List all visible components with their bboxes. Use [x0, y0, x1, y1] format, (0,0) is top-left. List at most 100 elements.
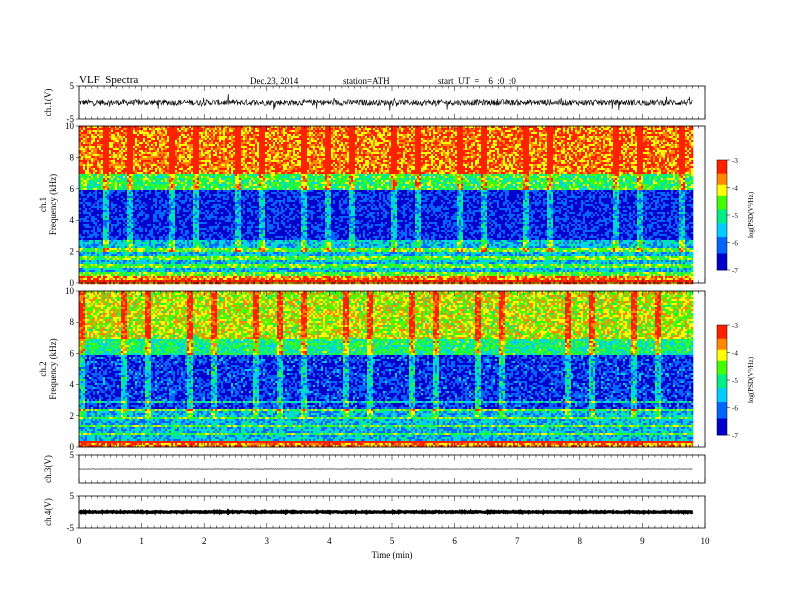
spectrogram-cells [79, 126, 693, 284]
colorbar-step [717, 248, 727, 251]
colorbar-step [717, 350, 727, 353]
waveform-trace [79, 512, 693, 513]
colorbar-tick-label: -3 [732, 322, 738, 330]
colorbar-step [717, 377, 727, 380]
colorbar-step [717, 427, 727, 430]
colorbar-tick-label: -7 [732, 267, 738, 275]
colorbar-step [717, 413, 727, 416]
y-tick-label: 4 [70, 215, 75, 225]
colorbar-step [717, 402, 727, 405]
y-tick-label: 6 [70, 348, 75, 358]
x-tick-label: 8 [578, 536, 583, 546]
colorbar-step [717, 397, 727, 400]
colorbar-step [717, 188, 727, 191]
colorbar-step [717, 174, 727, 177]
colorbar-step [717, 259, 727, 262]
colorbar-step [717, 361, 727, 364]
colorbar-step [717, 375, 727, 378]
y-tick-label: 6 [70, 184, 75, 194]
colorbar-step [717, 210, 727, 213]
colorbar-step [717, 229, 727, 232]
colorbar-step [717, 430, 727, 433]
colorbar-tick-label: -6 [732, 240, 738, 248]
y-tick-label: 5 [70, 450, 75, 460]
vlf-spectra-figure: 5-5ch.1(V)-3-4-5-6-7log(PSD(V²/Hz)024681… [0, 0, 792, 612]
colorbar-step [717, 380, 727, 383]
colorbar-step [717, 199, 727, 202]
y-tick-label: 10 [65, 121, 75, 131]
y-tick-label: 4 [70, 380, 75, 390]
colorbar-step [717, 163, 727, 166]
colorbar-step [717, 347, 727, 350]
y-tick-label: 5 [70, 81, 75, 91]
colorbar-step [717, 388, 727, 391]
waveform-trace [79, 94, 693, 111]
y-axis-label: ch.1(V) [43, 89, 53, 117]
colorbar-step [717, 391, 727, 394]
y-axis-label: ch.1 [38, 197, 48, 212]
colorbar-step [717, 254, 727, 257]
y-axis-label: ch.2 [38, 361, 48, 376]
colorbar-step [717, 223, 727, 226]
colorbar-step [717, 419, 727, 422]
colorbar-step [717, 328, 727, 331]
y-tick-label: 8 [70, 317, 75, 327]
y-axis-label: Frequency (kHz) [48, 174, 58, 235]
y-tick-label: 10 [65, 286, 75, 296]
colorbar-step [717, 416, 727, 419]
x-tick-label: 4 [327, 536, 332, 546]
y-axis-label: ch.4(V) [43, 498, 53, 526]
x-tick-label: 1 [139, 536, 144, 546]
colorbar-step [717, 251, 727, 254]
colorbar-step [717, 212, 727, 215]
y-axis: 5 ch.3(V) [43, 450, 79, 483]
colorbar-step [717, 410, 727, 413]
x-tick-label: 10 [701, 536, 711, 546]
x-axis-label: Time (min) [372, 550, 413, 560]
colorbar-step [717, 237, 727, 240]
colorbar-step [717, 193, 727, 196]
colorbar-step [717, 344, 727, 347]
panel-ch1-waveform: 5-5ch.1(V) [43, 81, 705, 124]
x-tick-label: 7 [515, 536, 520, 546]
colorbar-tick-label: -6 [732, 405, 738, 413]
colorbar-tick-label: -4 [732, 185, 738, 193]
colorbar-tick-label: -3 [732, 157, 738, 165]
colorbar-label: log(PSD(V²/Hz) [747, 191, 755, 238]
colorbar-step [717, 342, 727, 345]
colorbar-step [717, 218, 727, 221]
colorbar-step [717, 226, 727, 229]
colorbar-step [717, 245, 727, 248]
y-axis-label: Frequency (kHz) [48, 338, 58, 399]
colorbar-step [717, 394, 727, 397]
colorbar-step [717, 265, 727, 268]
colorbar-step [717, 196, 727, 199]
x-tick-label: 6 [452, 536, 457, 546]
colorbar-step [717, 160, 727, 163]
y-tick-label: 2 [70, 247, 75, 257]
colorbar-step [717, 372, 727, 375]
colorbar-step [717, 240, 727, 243]
colorbar-step [717, 177, 727, 180]
colorbar-step [717, 179, 727, 182]
colorbar-step [717, 386, 727, 389]
colorbar-step [717, 182, 727, 185]
colorbar-step [717, 168, 727, 171]
y-tick-label: 2 [70, 411, 75, 421]
x-tick-label: 2 [202, 536, 207, 546]
colorbar-step [717, 405, 727, 408]
y-tick-label: 5 [70, 491, 75, 501]
colorbar-step [717, 262, 727, 265]
colorbar-step [717, 232, 727, 235]
colorbar-step [717, 364, 727, 367]
colorbar-step [717, 355, 727, 358]
y-axis-label: ch.3(V) [43, 455, 53, 483]
colorbar-step [717, 366, 727, 369]
x-tick-label: 5 [390, 536, 395, 546]
